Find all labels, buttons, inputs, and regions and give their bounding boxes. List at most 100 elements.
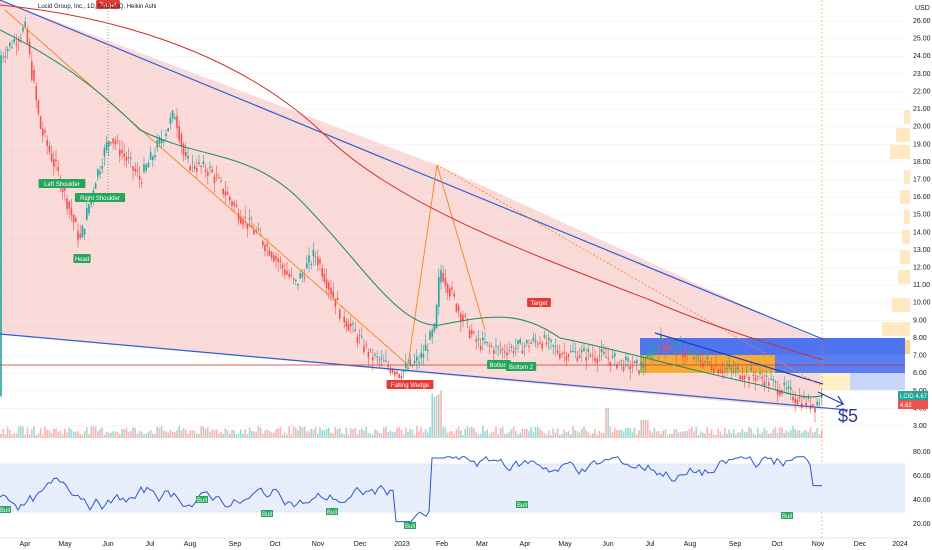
candle-body [431,330,433,337]
volume-bar [119,433,121,438]
candle-body [319,259,321,264]
candle-body [770,378,772,380]
candle-body [165,133,167,136]
volume-bar [35,434,37,438]
candle-body [675,351,678,356]
candle-body [587,349,590,352]
volume-bar [81,434,84,438]
volume-bar [169,429,172,438]
supply-zone [640,338,905,355]
volume-bar [809,427,812,438]
volume-bar [365,426,367,438]
volume-bar [471,426,473,438]
candle-body [761,376,763,379]
candle-body [521,350,524,354]
volume-bar [64,428,66,438]
volume-bar [748,426,750,438]
volume-bar [193,430,196,438]
volume-bar [812,432,814,438]
volume-bar [611,432,614,438]
candle-body [526,340,528,344]
volume-bar [794,429,796,438]
volume-bar [600,433,603,438]
candle-body [574,351,576,353]
volume-bar [658,430,660,438]
volume-bar [9,429,11,438]
volume-bar [369,433,372,438]
bull-badge-text: Bull [197,498,207,504]
candle-body [820,394,823,399]
candle-body [365,344,367,346]
candle-body [215,175,218,177]
volume-bar [147,431,150,438]
volume-profile-bar [904,210,910,224]
volume-bar [152,433,154,438]
candle-body [345,320,348,327]
y-tick-label: 9.00 [913,317,927,324]
candle-body [132,166,134,171]
volume-bar [805,430,807,438]
volume-bar [460,430,462,438]
volume-bar [288,426,290,438]
candle-body [719,369,722,373]
volume-bar [158,427,161,438]
volume-bar [101,427,103,438]
candle-body [31,61,33,80]
candle-body [664,346,667,351]
y-tick-label: 11.00 [913,282,930,289]
volume-bar [567,431,570,438]
volume-bar [132,427,134,438]
volume-bar [669,433,671,438]
volume-bar [20,426,22,438]
rsi-line [0,456,822,523]
candle-body [545,342,548,345]
x-tick-label: Mar [476,541,489,548]
candle-body [816,401,818,405]
candle-body [229,196,231,201]
candle-body [746,371,748,373]
volume-bar [22,426,24,438]
volume-bar [75,431,77,438]
volume-bar [405,427,407,438]
candle-body [407,367,409,370]
candle-body [398,373,400,378]
volume-bar [4,434,7,438]
volume-bar [226,430,229,438]
candle-body [534,340,537,342]
volume-bar [581,428,583,438]
volume-bar [508,432,510,438]
volume-bar [372,434,374,438]
candle-body [343,316,345,323]
candle-body [158,137,161,144]
volume-bar [484,431,486,438]
candle-body [22,27,24,32]
candle-body [748,376,750,381]
candle-body [328,282,330,290]
volume-bar [497,434,499,438]
volume-bar [675,428,678,438]
volume-bar [308,431,310,438]
volume-bar [246,433,249,438]
y-tick-label: 25.00 [913,36,931,43]
volume-bar [33,426,35,438]
candle-body [79,233,81,238]
rsi-tick-label: 80.00 [913,449,931,456]
candle-body [114,140,117,145]
volume-bar [314,427,317,438]
annotation-text: Head [75,257,89,263]
volume-bar [554,432,557,438]
volume-bar [345,427,348,438]
volume-bar [28,434,31,438]
volume-bar [343,434,345,438]
volume-bar [88,434,90,438]
candle-body [28,41,31,54]
candle-body [262,240,264,246]
candle-body [429,331,431,340]
volume-bar [455,429,458,438]
volume-bar [682,431,684,438]
candle-body [288,273,290,278]
candle-body [394,371,396,376]
volume-bar [341,433,343,438]
candle-body [396,371,398,374]
